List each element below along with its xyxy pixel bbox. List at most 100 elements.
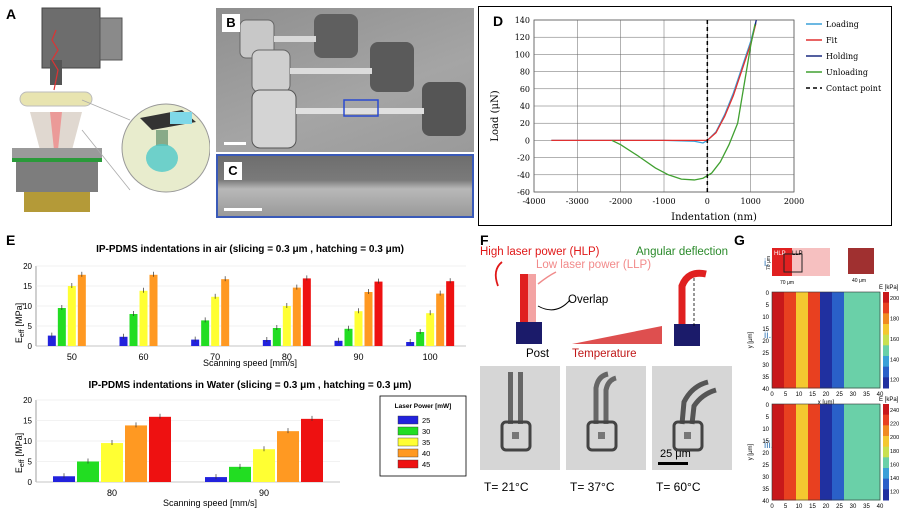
g-dim-70b: 70 μm bbox=[766, 256, 772, 270]
e-bar bbox=[149, 416, 171, 482]
g-cbar-tick: 180 bbox=[890, 449, 899, 455]
g-xtick: 35 bbox=[863, 392, 870, 398]
g-heat-cell bbox=[784, 404, 797, 417]
g-heat-cell bbox=[772, 488, 785, 501]
e-ytick: 15 bbox=[23, 282, 32, 291]
g-heat-cell bbox=[868, 340, 881, 353]
d-xtick: -4000 bbox=[522, 197, 545, 206]
d-xtick: -1000 bbox=[652, 197, 675, 206]
post-block-2 bbox=[674, 324, 700, 346]
d-legend-label: Loading bbox=[826, 20, 859, 29]
g-heat-cell bbox=[820, 352, 833, 365]
g-heat-cell bbox=[808, 416, 821, 429]
panel-a-illustration bbox=[12, 7, 210, 212]
d-xtick: -2000 bbox=[609, 197, 632, 206]
e-ytick: 20 bbox=[23, 396, 32, 405]
g-heat-cell bbox=[820, 476, 833, 489]
g-cbar-tick: 240 bbox=[890, 408, 899, 414]
g-heat-cell bbox=[844, 292, 857, 305]
micrograph-60c bbox=[652, 366, 732, 470]
e-bar bbox=[101, 443, 123, 482]
e-bar bbox=[344, 328, 353, 346]
g-heat-cell bbox=[808, 452, 821, 465]
g-cbar-seg bbox=[883, 345, 889, 357]
laser-beam bbox=[51, 29, 59, 91]
e-ylabel-water: Eeff[MPa] bbox=[14, 433, 26, 473]
post-row-3 bbox=[251, 82, 466, 149]
g-heat-cell bbox=[808, 364, 821, 377]
e-category-label: 50 bbox=[67, 352, 77, 362]
post-stem bbox=[156, 130, 168, 146]
scale-bar-c bbox=[224, 208, 262, 211]
g-ytick: 30 bbox=[762, 363, 769, 369]
e-xlabel-water: Scanning speed [mm/s] bbox=[163, 498, 257, 508]
d-ylabel: Load (μN) bbox=[490, 90, 501, 141]
roman-i: i. bbox=[764, 258, 769, 269]
g-heat-cell bbox=[820, 416, 833, 429]
g-cbar-tick: 140 bbox=[890, 476, 899, 482]
g-heat-cell bbox=[784, 316, 797, 329]
g-ytick: 40 bbox=[762, 387, 769, 393]
g-heat-cell bbox=[784, 304, 797, 317]
g-heat-cell bbox=[832, 440, 845, 453]
green-ring bbox=[12, 158, 102, 162]
e-legend-box bbox=[379, 395, 467, 477]
e-bar bbox=[354, 311, 363, 346]
g-heat-cell bbox=[796, 476, 809, 489]
e-legend-swatch bbox=[397, 448, 419, 458]
g-xtick: 0 bbox=[770, 504, 774, 510]
g-heat-cell bbox=[856, 452, 869, 465]
bent-pillar bbox=[678, 269, 707, 324]
g-heat-cell bbox=[772, 428, 785, 441]
g-ytick: 10 bbox=[762, 315, 769, 321]
g-heat-cell bbox=[808, 340, 821, 353]
g-heat-cell bbox=[772, 404, 785, 417]
llp-label: Low laser power (LLP) bbox=[536, 259, 652, 271]
e-bar bbox=[302, 278, 311, 346]
d-legend: Loading Fit Holding Unloading Contact point bbox=[806, 20, 882, 93]
e-bar bbox=[125, 425, 147, 482]
overlap-label: Overlap bbox=[568, 294, 609, 306]
probe-holder bbox=[50, 60, 62, 85]
g-heat-cell bbox=[844, 404, 857, 417]
cantilever-glow bbox=[170, 112, 192, 124]
d-series-unloading bbox=[611, 24, 756, 181]
g-heat-cell bbox=[784, 292, 797, 305]
g-heat-cell bbox=[820, 364, 833, 377]
e-bar bbox=[191, 339, 200, 346]
g-heat-cell bbox=[784, 476, 797, 489]
d-series-loading bbox=[551, 21, 757, 144]
e-bar bbox=[334, 340, 343, 346]
g-heat-cell bbox=[832, 416, 845, 429]
e-bar bbox=[77, 274, 86, 346]
g-heat-cell bbox=[856, 340, 869, 353]
g-ytick: 5 bbox=[766, 303, 770, 309]
g-heat-cell bbox=[796, 352, 809, 365]
e-bar bbox=[282, 306, 291, 346]
panel-b-sem: B bbox=[216, 8, 474, 152]
g-heat-cell bbox=[832, 328, 845, 341]
g-ytick: 15 bbox=[762, 439, 769, 445]
panel-g-heatmaps: HLP LLP 70 μm 40 μm 70 μm 0 5 10 15 20 25 30 35… bbox=[748, 248, 899, 510]
g-dot-grid bbox=[848, 248, 874, 274]
e-bar bbox=[272, 328, 281, 346]
g-heat-cell bbox=[844, 376, 857, 389]
g-heat-cell bbox=[844, 452, 857, 465]
d-xtick: 1000 bbox=[740, 197, 760, 206]
g-heat-cell bbox=[856, 476, 869, 489]
e-legend-title: Laser Power [mW] bbox=[395, 403, 452, 410]
g-cbar-tick: 120 bbox=[890, 378, 899, 384]
g-heat-frame bbox=[771, 291, 881, 389]
e-bar bbox=[436, 293, 445, 346]
g-heat-cell bbox=[832, 352, 845, 365]
g-heat-cell bbox=[832, 464, 845, 477]
g-heat-cell bbox=[820, 316, 833, 329]
g-heat-cell bbox=[868, 376, 881, 389]
g-xtick: 40 bbox=[877, 504, 884, 510]
g-heat-cell bbox=[808, 476, 821, 489]
llp-arrow bbox=[537, 271, 557, 285]
g-cbar-seg bbox=[883, 313, 889, 325]
g-heat-cell bbox=[856, 376, 869, 389]
g-heat-cell bbox=[808, 316, 821, 329]
panel-f-diagram bbox=[494, 261, 707, 346]
